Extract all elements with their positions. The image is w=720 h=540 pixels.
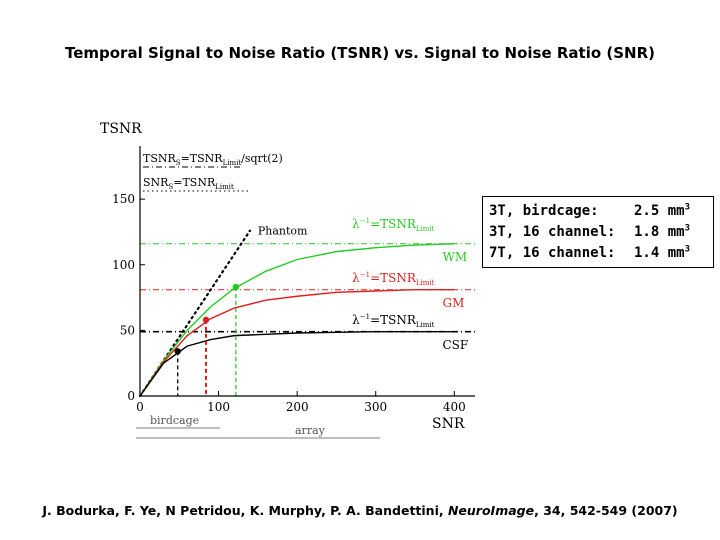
series-label-phantom: Phantom	[258, 225, 308, 238]
series-label-csf: CSF	[443, 338, 469, 352]
marker-wm	[232, 283, 240, 291]
y-axis-label: TSNR	[100, 121, 142, 137]
citation-details: , 34, 542-549 (2007)	[534, 503, 678, 518]
resolution-exponent: 3	[684, 223, 690, 234]
x-tick-label: 300	[364, 400, 387, 414]
series-line-gm	[139, 288, 455, 397]
legend-tsnr-s: TSNRS=TSNRLimit/sqrt(2)	[143, 152, 283, 167]
citation-authors: J. Bodurka, F. Ye, N Petridou, K. Murphy…	[42, 503, 444, 518]
resolution-value: 1.8 mm	[634, 224, 685, 240]
series-line-csf	[139, 330, 455, 397]
resolution-label: 3T, 16 channel:	[489, 224, 616, 240]
y-tick-label: 100	[112, 258, 135, 272]
marker-gm	[202, 316, 210, 324]
resolution-row: 3T, birdcage: 2.5 mm3	[489, 201, 707, 222]
resolution-row: 3T, 16 channel: 1.8 mm3	[489, 222, 707, 243]
tsnr-vs-snr-chart: 0 100 200 300 400 0 50 100 150 TSNR SNR birdcage ar…	[100, 121, 475, 439]
array-label: array	[295, 424, 326, 437]
series-label-wm: WM	[443, 250, 468, 264]
resolution-value: 2.5 mm	[634, 203, 685, 219]
resolution-row: 7T, 16 channel: 1.4 mm3	[489, 243, 707, 264]
legend-snr-s: SNRS=TSNRLimit	[143, 176, 234, 191]
y-tick-label: 150	[112, 192, 135, 206]
resolution-exponent: 3	[684, 244, 690, 255]
x-tick-label: 100	[207, 400, 230, 414]
x-tick-label: 200	[286, 400, 309, 414]
slide-title: Temporal Signal to Noise Ratio (TSNR) vs…	[64, 44, 656, 62]
y-tick-label: 50	[120, 323, 135, 337]
resolution-box: 3T, birdcage: 2.5 mm3 3T, 16 channel: 1.8 …	[482, 196, 714, 268]
resolution-label: 3T, birdcage:	[489, 203, 599, 219]
resolution-exponent: 3	[684, 202, 690, 213]
marker-csf	[174, 348, 181, 355]
resolution-label: 7T, 16 channel:	[489, 245, 616, 261]
limit-label: λ−1=TSNRLimit	[352, 313, 435, 329]
citation-journal: NeuroImage	[447, 503, 535, 518]
limit-label: λ−1=TSNRLimit	[352, 217, 435, 233]
citation: J. Bodurka, F. Ye, N Petridou, K. Murphy…	[0, 503, 720, 518]
birdcage-label: birdcage	[150, 414, 199, 427]
y-tick-label: 0	[127, 389, 135, 403]
resolution-value: 1.4 mm	[634, 245, 685, 261]
x-tick-label: 0	[136, 400, 144, 414]
series-label-gm: GM	[443, 296, 465, 310]
limit-label: λ−1=TSNRLimit	[352, 271, 435, 287]
x-tick-label: 400	[443, 400, 466, 414]
x-axis-label: SNR	[432, 416, 465, 432]
series-line-wm	[139, 243, 455, 397]
